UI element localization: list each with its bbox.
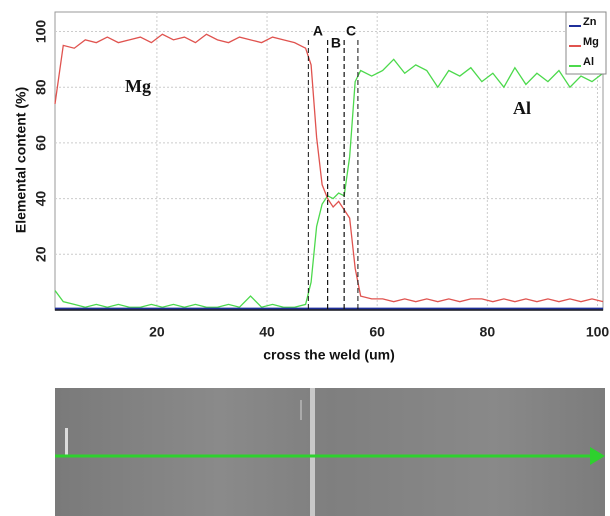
zone-label: B (331, 35, 341, 51)
figure: Elemental content (%) cross the weld (um… (0, 0, 610, 516)
zone-label: A (313, 23, 323, 39)
legend-label: Mg (583, 36, 599, 48)
zone-label: C (346, 23, 356, 39)
y-tick-label: 20 (33, 246, 49, 262)
y-tick-label: 60 (33, 135, 49, 151)
x-axis-label: cross the weld (um) (263, 347, 394, 363)
legend-label: Zn (583, 16, 597, 28)
x-tick-label: 40 (259, 324, 275, 340)
x-tick-label: 80 (480, 324, 496, 340)
sem-image (55, 388, 605, 516)
y-axis-label: Elemental content (%) (13, 87, 29, 233)
region-label: Al (513, 98, 531, 118)
legend-label: Al (583, 56, 594, 68)
y-tick-label: 40 (33, 191, 49, 207)
plot-area (55, 12, 603, 310)
x-tick-label: 20 (149, 324, 165, 340)
x-tick-label: 60 (369, 324, 385, 340)
region-label: Mg (125, 76, 151, 96)
y-tick-label: 80 (33, 79, 49, 95)
y-tick-label: 100 (33, 20, 49, 44)
x-tick-label: 100 (586, 324, 610, 340)
